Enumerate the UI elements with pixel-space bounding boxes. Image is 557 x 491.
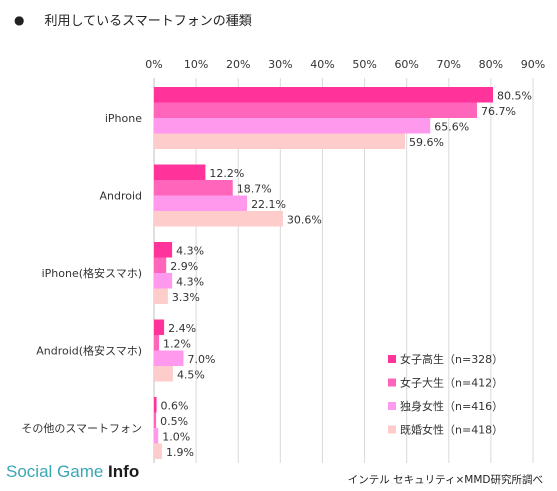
legend-swatch [388,425,396,434]
data-label: 4.3% [176,276,204,289]
data-label: 4.3% [176,245,204,258]
x-tick-label: 60% [394,58,418,71]
data-label: 2.9% [170,260,198,273]
bar [154,397,157,413]
x-tick-label: 10% [184,58,208,71]
bar [154,102,477,118]
data-label: 0.6% [161,400,189,413]
bar [154,412,157,428]
x-tick-label: 80% [479,58,503,71]
category-label: iPhone [105,112,142,125]
category-label: その他のスマートフォン [21,422,142,435]
bar [154,211,283,227]
bar [154,257,167,273]
data-label: 59.6% [409,136,444,149]
data-label: 80.5% [497,90,532,103]
brand-logo-bold: Info [108,462,140,481]
data-label: 3.3% [172,291,200,304]
bar [154,366,173,382]
data-label: 1.0% [162,431,190,444]
data-label: 4.5% [177,369,205,382]
bar [154,164,206,180]
category-label: Android(格安スマホ) [36,344,142,358]
category-label: Android [99,190,142,203]
legend-label: 既婚女性（n=418） [400,423,503,437]
legend-swatch [388,378,396,387]
bar [154,443,163,459]
x-tick-label: 30% [268,58,292,71]
data-label: 76.7% [481,105,516,118]
x-tick-label: 90% [521,58,545,71]
bar [154,273,173,289]
bar [154,428,159,444]
legend-label: 女子大生（n=412） [400,376,503,390]
chart-title: ● 利用しているスマートフォンの種類 [14,10,252,30]
bar [154,87,493,103]
data-label: 65.6% [434,121,469,134]
source-note: インテル セキュリティ×MMD研究所調べ [347,474,543,486]
x-tick-label: 70% [437,58,461,71]
data-label: 0.5% [160,415,188,428]
x-tick-label: 0% [145,58,162,71]
chart-title-text: 利用しているスマートフォンの種類 [44,14,252,29]
legend-swatch [388,355,396,363]
x-tick-label: 20% [226,58,250,71]
bar [154,288,168,304]
data-label: 30.6% [287,214,322,227]
bar [154,180,233,196]
bar [154,118,431,134]
bar [154,350,184,366]
bar [154,195,248,211]
bar [154,319,165,335]
bar [154,335,160,351]
brand-logo: Social Game Info [6,462,139,482]
x-tick-label: 50% [352,58,376,71]
legend-label: 女子高生（n=328） [400,352,503,366]
data-label: 18.7% [237,183,272,196]
data-label: 22.1% [251,198,286,211]
legend-label: 独身女性（n=416） [400,399,503,413]
brand-logo-text: Social Game [6,462,109,481]
data-label: 7.0% [187,353,215,366]
bar [154,133,405,149]
legend-swatch [388,402,396,410]
bar [154,242,173,258]
data-label: 2.4% [168,322,196,335]
data-label: 1.2% [163,338,191,351]
bullet-icon: ● [14,12,25,27]
category-label: iPhone(格安スマホ) [42,266,142,280]
data-label: 12.2% [209,167,244,180]
data-label: 1.9% [166,446,194,459]
x-tick-label: 40% [310,58,334,71]
